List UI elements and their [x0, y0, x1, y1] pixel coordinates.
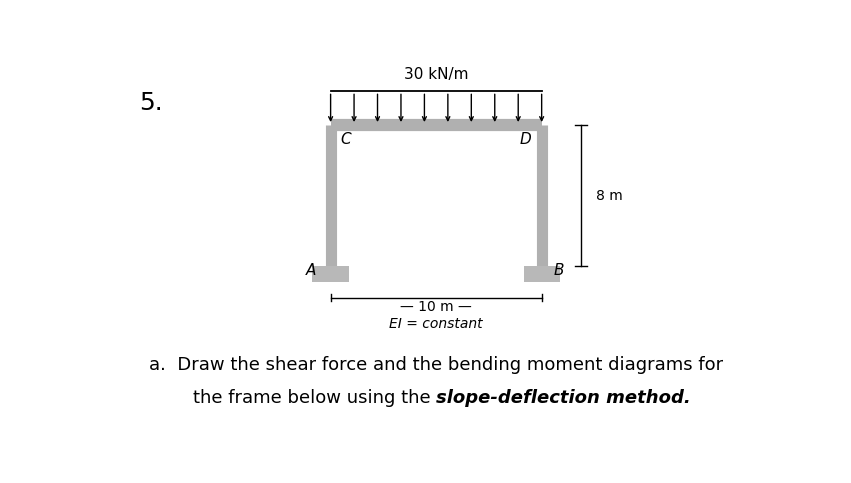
Text: D: D — [520, 132, 532, 147]
Text: EI = constant: EI = constant — [389, 317, 483, 331]
Text: the frame below using the: the frame below using the — [193, 389, 436, 407]
Text: — 10 m —: — 10 m — — [400, 299, 472, 313]
Text: 5.: 5. — [140, 91, 163, 114]
Bar — [523, 266, 560, 282]
Text: 8 m: 8 m — [596, 188, 622, 202]
Text: B: B — [553, 262, 564, 278]
Text: slope-deflection method.: slope-deflection method. — [436, 389, 691, 407]
Text: 30 kN/m: 30 kN/m — [404, 67, 468, 82]
Text: C: C — [340, 132, 351, 147]
Text: A: A — [306, 262, 316, 278]
Text: a.  Draw the shear force and the bending moment diagrams for: a. Draw the shear force and the bending … — [149, 356, 723, 374]
Bar — [312, 266, 349, 282]
